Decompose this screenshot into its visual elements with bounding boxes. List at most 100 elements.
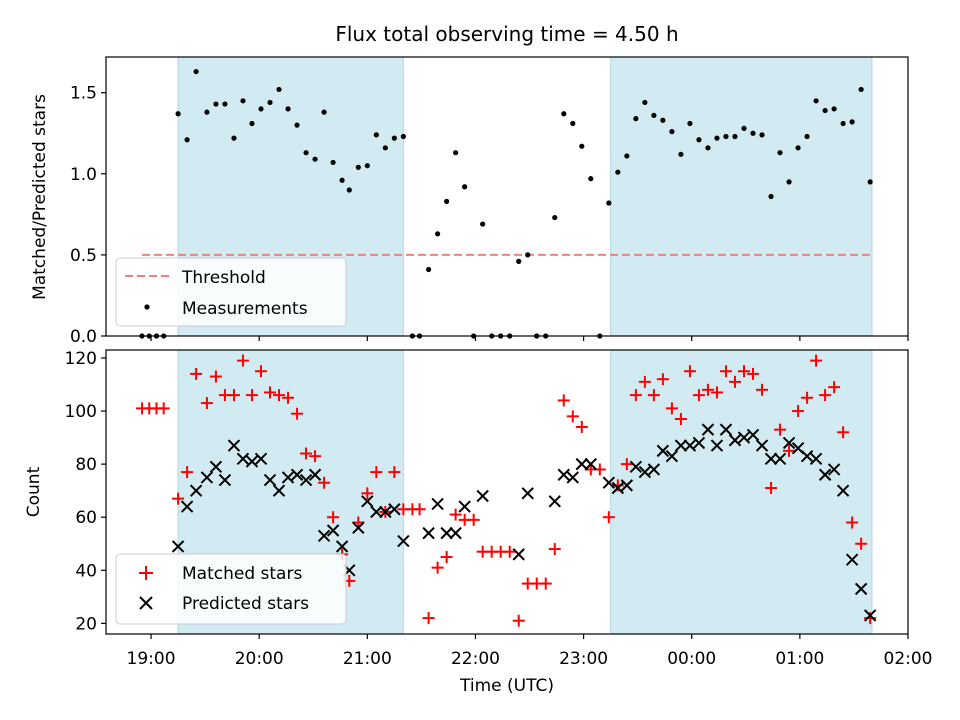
predicted-stars-point xyxy=(458,500,471,513)
matched-stars-point xyxy=(245,389,258,402)
measurements-point xyxy=(516,258,522,264)
legend-predicted-label: Predicted stars xyxy=(182,594,309,614)
predicted-stars-point xyxy=(638,465,652,479)
matched-stars-point xyxy=(422,612,435,625)
predicted-stars-point xyxy=(782,436,796,450)
x-tick-label: 21:00 xyxy=(343,649,392,669)
predicted-stars-point xyxy=(335,540,349,553)
bottom-legend: Matched stars Predicted stars xyxy=(115,553,347,625)
predicted-stars-point xyxy=(665,449,679,463)
x-tick-label: 00:00 xyxy=(667,649,716,669)
matched-stars-point xyxy=(273,389,286,402)
bottom-plot: 20 40 60 80 100 120 19:00 20:00 21:00 22:00 23:00… xyxy=(24,349,933,696)
measurements-point xyxy=(867,179,873,185)
predicted-stars-point xyxy=(281,471,295,484)
measurements-point xyxy=(231,135,237,141)
predicted-stars-point xyxy=(674,439,688,452)
predicted-stars-point xyxy=(254,452,268,466)
measurements-point xyxy=(624,153,630,159)
bottom-y-tick-label: 120 xyxy=(65,349,97,369)
predicted-stars-point xyxy=(557,468,570,481)
top-plot: 0.0 0.5 1.0 1.5 Matched/Predicted stars Thr… xyxy=(30,56,909,347)
x-tick-label: 01:00 xyxy=(775,649,824,669)
legend-matched-swatch xyxy=(139,566,153,580)
measurements-point xyxy=(258,106,264,112)
predicted-stars-point xyxy=(818,468,832,481)
predicted-stars-point xyxy=(431,497,444,511)
measurements-point xyxy=(813,98,819,104)
measurements-point xyxy=(426,266,432,273)
measurements-point xyxy=(364,163,370,169)
matched-stars-point xyxy=(792,405,805,418)
predicted-stars-point xyxy=(317,529,331,543)
matched-stars-point xyxy=(227,389,240,402)
predicted-stars-point xyxy=(719,423,733,436)
top-chart-title: Flux total observing time = 4.50 h xyxy=(335,22,678,46)
matched-stars-point xyxy=(449,508,462,521)
matched-stars-point xyxy=(236,354,249,367)
matched-stars-point xyxy=(370,466,383,479)
matched-stars-point xyxy=(566,410,579,423)
predicted-stars-point xyxy=(827,463,841,476)
matched-stars-point xyxy=(692,389,705,402)
measurements-point xyxy=(373,132,379,138)
measurements-point xyxy=(175,111,181,117)
legend-matched-label: Matched stars xyxy=(182,564,302,584)
top-plot-frame xyxy=(105,56,909,337)
top-y-axis-label: Matched/Predicted stars xyxy=(30,94,50,300)
matched-stars-point xyxy=(557,394,570,407)
measurements-point xyxy=(786,179,792,185)
bottom-y-tick-label: 60 xyxy=(75,508,97,528)
measurements-point xyxy=(606,200,612,206)
measurements-point xyxy=(615,169,621,175)
matched-stars-point xyxy=(828,381,841,394)
measurements-point xyxy=(312,156,318,162)
matched-stars-point xyxy=(810,354,823,367)
measurements-point xyxy=(444,198,450,204)
matched-stars-point xyxy=(309,450,322,463)
matched-stars-point xyxy=(728,375,741,388)
predicted-stars-point xyxy=(352,521,365,535)
predicted-stars-point xyxy=(656,444,670,458)
measurements-point xyxy=(240,98,246,104)
predicted-stars-point xyxy=(388,503,401,516)
predicted-stars-point xyxy=(449,526,462,540)
measurements-point xyxy=(355,164,361,170)
measurements-point xyxy=(339,177,345,183)
measurements-point xyxy=(804,133,810,140)
measurements-point xyxy=(462,184,468,190)
measurements-point xyxy=(669,129,675,135)
matched-stars-point xyxy=(539,577,552,590)
matched-stars-point xyxy=(837,426,850,439)
legend-threshold-label: Threshold xyxy=(181,268,266,288)
matched-stars-point xyxy=(855,537,868,550)
matched-stars-point xyxy=(467,513,480,526)
matched-stars-point xyxy=(327,511,340,524)
x-tick-label: 19:00 xyxy=(127,649,176,669)
predicted-stars-point xyxy=(836,484,850,497)
matched-stars-point xyxy=(674,413,687,426)
predicted-stars-point xyxy=(683,439,697,452)
measurements-point xyxy=(267,99,273,106)
measurements-point xyxy=(750,130,756,136)
matched-stars-point xyxy=(638,375,651,388)
matched-stars-point xyxy=(620,458,633,471)
predicted-stars-point xyxy=(746,428,760,442)
top-y-tick-label: 1.0 xyxy=(70,165,97,185)
matched-stars-point xyxy=(512,614,525,627)
predicted-stars-point xyxy=(209,460,223,473)
matched-stars-point xyxy=(846,516,859,529)
predicted-stars-point xyxy=(308,468,322,481)
predicted-stars-point xyxy=(227,439,241,452)
predicted-stars-point xyxy=(422,526,435,540)
bottom-shaded-interval xyxy=(610,349,873,635)
top-shaded-interval xyxy=(610,56,873,337)
matched-stars-point xyxy=(254,365,267,378)
matched-stars-point xyxy=(665,402,678,415)
measurements-point xyxy=(552,214,558,221)
predicted-stars-point xyxy=(272,484,286,497)
measurements-point xyxy=(570,120,576,127)
measurements-point xyxy=(435,231,441,237)
predicted-stars-point xyxy=(701,423,715,436)
measurements-point xyxy=(346,187,352,193)
